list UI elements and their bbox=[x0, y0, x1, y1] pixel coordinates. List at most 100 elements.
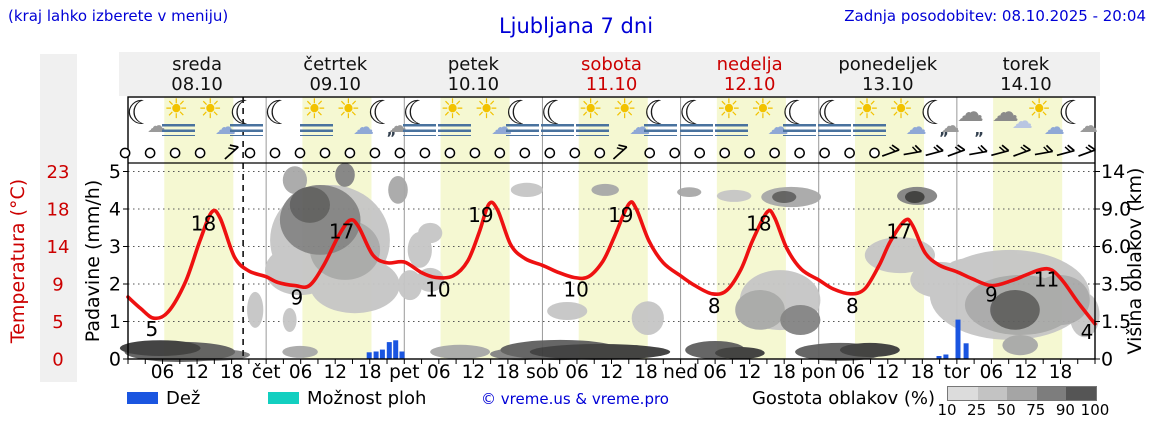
svg-text:9: 9 bbox=[291, 286, 304, 310]
moon-glyph: ☾ bbox=[919, 93, 950, 132]
wind-symbols-row bbox=[119, 144, 1096, 160]
day-name: sreda bbox=[172, 54, 223, 75]
cloud-glyph: ☁ bbox=[353, 115, 375, 139]
rain-bars bbox=[366, 319, 969, 360]
cloud-height-tick: 9.0 bbox=[1101, 199, 1131, 221]
svg-text:10: 10 bbox=[563, 278, 588, 302]
cloud-height-tick: 6.0 bbox=[1101, 236, 1131, 258]
weather-icon-moon-rain: ☾ ☁” bbox=[367, 96, 407, 147]
cloud-glyph: ☁ bbox=[1043, 115, 1065, 139]
weather-icon-sun-cloud: ☀ ☁ bbox=[748, 96, 789, 145]
weather-icon-moon-fog: ☾ bbox=[782, 96, 820, 145]
weather-icon-sun-fog: ☀ bbox=[852, 94, 890, 145]
precip-tick: 5 bbox=[109, 161, 121, 183]
weather-icon-moon: ☾ bbox=[264, 96, 302, 145]
rain-glyph: ” bbox=[386, 129, 397, 147]
moon-glyph: ☾ bbox=[678, 93, 709, 132]
sun-glyph: ☀ bbox=[164, 94, 189, 125]
day-date: 12.10 bbox=[723, 74, 776, 95]
fo-glyph bbox=[230, 124, 263, 136]
weather-icon-sun-fog: ☀ bbox=[299, 94, 337, 145]
cloud-height-tick: 1.5 bbox=[1101, 311, 1131, 333]
temp-tick: 0 bbox=[52, 350, 63, 371]
weather-icon-sun-cloud: ☀ ☁ bbox=[609, 96, 650, 145]
day-label: sreda 08.10 bbox=[127, 55, 267, 95]
fo-glyph bbox=[714, 124, 748, 136]
weather-icon-sun-cloud: ☀ ☁ bbox=[886, 94, 927, 145]
cloud-glyph: ☁ bbox=[991, 97, 1019, 128]
weather-icon-moon-cloud: ☾ ☁ bbox=[126, 93, 166, 145]
day-label: sobota 11.10 bbox=[542, 55, 682, 95]
day-name: torek bbox=[1002, 54, 1050, 75]
wind-barb-icon bbox=[1013, 144, 1031, 157]
fo-glyph bbox=[644, 124, 678, 136]
last-update-timestamp: Zadnja posodobitev: 08.10.2025 - 20:04 bbox=[844, 7, 1146, 25]
menu-hint: (kraj lahko izberete v meniju) bbox=[8, 7, 229, 25]
hour-tick-label: 12 bbox=[1014, 362, 1038, 383]
temp-tick: 14 bbox=[47, 237, 70, 258]
day-label: nedelja 12.10 bbox=[680, 55, 820, 95]
fo-glyph bbox=[817, 124, 851, 136]
hour-tick-label: 06 bbox=[980, 362, 1004, 383]
weather-icon-sun-fog: ☀ bbox=[714, 96, 752, 145]
rain-legend-swatch bbox=[127, 392, 158, 404]
cloud-density-scale-numbers: 10 25 50 75 90 100 bbox=[0, 401, 1109, 419]
cloud-glyph: ☁ bbox=[905, 115, 927, 139]
fo-glyph bbox=[541, 124, 575, 136]
day-date: 14.10 bbox=[1000, 74, 1052, 95]
day-date: 10.10 bbox=[447, 74, 500, 95]
hour-tick-label: 06 bbox=[565, 362, 589, 383]
hour-tick-label: 12 bbox=[600, 362, 624, 383]
temp-tick: 18 bbox=[47, 200, 70, 221]
weather-icon-sun-fog: ☀ bbox=[161, 94, 199, 145]
wind-barb-icon bbox=[925, 144, 944, 157]
hour-tick-label: 06 bbox=[289, 362, 313, 383]
sun-glyph: ☀ bbox=[888, 94, 913, 125]
precip-tick: 3 bbox=[109, 236, 121, 258]
cloud-scale-number: 50 bbox=[996, 401, 1016, 419]
cloud-scale-number: 90 bbox=[1055, 401, 1075, 419]
day-date: 09.10 bbox=[309, 74, 361, 95]
cloud-height-tick: 0 bbox=[1101, 349, 1113, 371]
weather-icon-moon-fog: ☾ bbox=[505, 96, 543, 145]
day-abbr-label: pet bbox=[389, 362, 419, 383]
wind-barb-icon bbox=[1056, 144, 1075, 157]
wind-barb-icon bbox=[1034, 144, 1054, 156]
day-abbr-label: čet bbox=[252, 362, 281, 383]
hour-tick-label: 12 bbox=[185, 362, 209, 383]
fo-glyph bbox=[679, 124, 713, 136]
svg-text:18: 18 bbox=[746, 211, 771, 235]
temperature-axis-background bbox=[40, 54, 77, 382]
plot-frame bbox=[123, 96, 1100, 364]
cloud-glyph: ☁ bbox=[1011, 109, 1033, 133]
weather-icon-moon-fog: ☾ bbox=[402, 96, 440, 145]
day-header-band bbox=[119, 52, 1100, 96]
copyright-link[interactable]: © vreme.us & vreme.pro bbox=[481, 390, 669, 408]
weather-icon-sun-cloud: ☀ ☁ bbox=[471, 94, 512, 145]
cloud-scale-number: 10 bbox=[937, 401, 957, 419]
precip-tick: 0 bbox=[109, 349, 121, 371]
hour-tick-label: 18 bbox=[911, 362, 935, 383]
svg-text:11: 11 bbox=[1034, 267, 1059, 291]
fo-glyph bbox=[300, 124, 334, 136]
svg-text:10: 10 bbox=[425, 278, 450, 302]
sun-glyph: ☀ bbox=[302, 94, 327, 125]
sun-glyph: ☀ bbox=[474, 94, 499, 125]
svg-text:4: 4 bbox=[1081, 320, 1094, 344]
fo-glyph bbox=[162, 124, 195, 136]
sun-glyph: ☀ bbox=[578, 94, 603, 125]
svg-text:19: 19 bbox=[608, 203, 633, 227]
weather-icon-sun-cloud: ☀ ☁ bbox=[333, 96, 375, 145]
weather-icon-sun-cloud: ☀ ☁ bbox=[1024, 96, 1065, 145]
temperature-curve bbox=[126, 200, 1097, 326]
sun-glyph: ☀ bbox=[440, 94, 465, 125]
svg-text:5: 5 bbox=[146, 317, 159, 341]
sun-glyph: ☀ bbox=[854, 94, 879, 125]
sun-glyph: ☀ bbox=[198, 94, 223, 125]
precip-tick: 1 bbox=[109, 311, 121, 333]
day-label: torek 14.10 bbox=[956, 55, 1096, 95]
precip-tick: 2 bbox=[109, 274, 121, 296]
moon-glyph: ☾ bbox=[126, 93, 156, 132]
weather-icon-moon-fog: ☾ bbox=[229, 96, 267, 145]
